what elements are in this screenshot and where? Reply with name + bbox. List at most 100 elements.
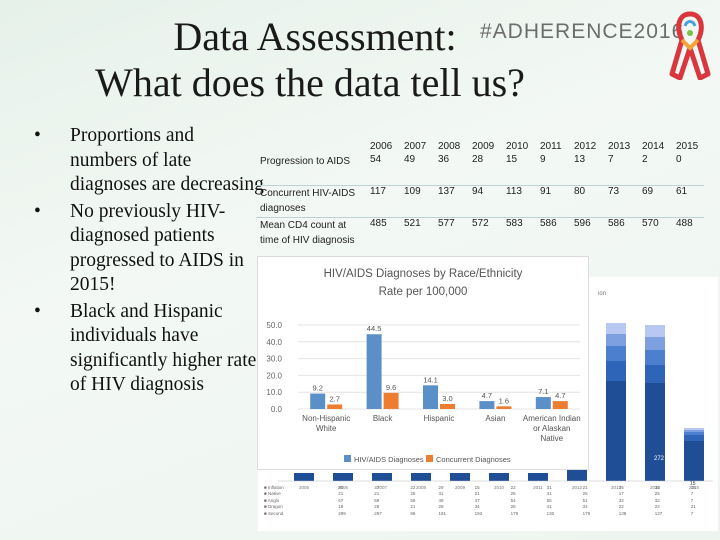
table-cell: 572 <box>466 217 500 248</box>
table-cell: 30 <box>338 484 344 490</box>
x-tick-label: or Alaskan <box>533 424 570 433</box>
bg-bar-segment <box>294 473 314 481</box>
bg-x-tick: 2012 <box>572 485 583 490</box>
table-cell: 47 <box>474 497 480 503</box>
table-row: ■ Inflation 30 37 22 29 15 22 31 21 35 35 15 <box>262 484 717 491</box>
bar-value-label: 44.5 <box>367 324 382 333</box>
table-cell: 25 <box>654 491 660 497</box>
table-cell: 586 <box>534 217 568 248</box>
table-cell: 28 <box>438 504 444 510</box>
chart-subtitle: Rate per 100,000 <box>379 286 468 298</box>
bg-x-tick: 2005 <box>299 485 310 490</box>
table-cell: 178 <box>582 510 591 516</box>
bg-x-tick: 2011 <box>533 485 543 490</box>
bar-concurrent <box>496 406 512 409</box>
y-tick-label: 50.0 <box>266 321 282 330</box>
bar-hiv <box>479 401 495 409</box>
bg-bar-segment <box>606 381 626 481</box>
bar-concurrent <box>327 404 343 409</box>
bar-value-label: 9.2 <box>312 384 322 393</box>
y-tick-label: 10.0 <box>266 388 282 397</box>
table-cell: 7 <box>690 510 694 516</box>
table-cell: 49 <box>438 497 444 503</box>
bg-x-tick: 2015 <box>689 485 700 490</box>
row-label: Progression to AIDS <box>260 156 351 167</box>
bar-hiv <box>423 385 438 409</box>
table-cell: 130 <box>546 510 555 516</box>
table-cell: 577 <box>432 217 466 248</box>
bg-bar-segment <box>645 350 665 365</box>
bar-value-label: 1.6 <box>499 396 509 405</box>
legend-swatch-concurrent <box>426 455 433 462</box>
table-cell: 117 <box>364 185 398 218</box>
table-cell: ■ Dragon <box>264 504 283 510</box>
awareness-ribbon-icon <box>669 11 711 80</box>
table-cell: 58 <box>374 497 380 503</box>
svg-text:ion: ion <box>598 291 606 297</box>
bar-concurrent <box>552 401 568 409</box>
bar-value-label: 2.7 <box>329 394 339 403</box>
table-cell: 2008 36 <box>438 141 461 165</box>
table-cell: 35 <box>618 484 624 490</box>
hashtag-label: #ADHERENCE2016 <box>480 20 685 43</box>
y-tick-label: 30.0 <box>266 355 282 364</box>
y-tick-label: 0.0 <box>271 405 283 414</box>
legend-swatch-hiv <box>344 455 351 462</box>
table-cell: 2015 0 <box>676 141 699 165</box>
table-row: Progression to AIDS 2006 54 2007 49 2008 36… <box>256 138 704 186</box>
table-cell: 586 <box>602 217 636 248</box>
x-tick-label: Native <box>540 434 563 443</box>
bg-bar-segment <box>684 432 704 435</box>
x-tick-label: Non-Hispanic <box>302 414 350 423</box>
race-ethnicity-chart: HIV/AIDS Diagnoses by Race/Ethnicity Rat… <box>258 257 588 469</box>
table-cell: 91 <box>534 185 568 218</box>
table-cell: 22 <box>510 484 516 490</box>
table-cell: 51 <box>582 497 588 503</box>
table-cell: 41 <box>546 491 552 497</box>
table-cell: 7 <box>690 497 694 503</box>
table-cell: ■ Anglo <box>264 497 280 503</box>
table-row: ■ Anglo 67 58 56 49 47 54 55 51 32 32 7 <box>262 497 717 504</box>
bullet-item: Black and Hispanic individuals have sign… <box>30 300 265 398</box>
table-cell: 299 <box>338 510 346 516</box>
table-cell: 2010 15 <box>506 141 529 165</box>
bg-bar-segment <box>645 337 665 350</box>
bar-value-label: 14.1 <box>423 375 438 384</box>
table-cell: 2014 2 <box>642 141 665 165</box>
bar-hiv <box>310 393 326 409</box>
bar-concurrent <box>440 403 455 409</box>
table-cell: 2012 13 <box>574 141 597 165</box>
y-tick-label: 40.0 <box>266 338 282 347</box>
table-cell: 485 <box>364 217 398 248</box>
legend-label-concurrent: Concurrent Diagnoses <box>436 455 511 464</box>
x-tick-label: White <box>316 424 337 433</box>
table-cell: 193 <box>474 510 483 516</box>
table-cell: 109 <box>398 185 432 218</box>
chart-title: HIV/AIDS Diagnoses by Race/Ethnicity <box>324 268 523 280</box>
table-cell: 54 <box>510 497 516 503</box>
table-cell: 61 <box>670 185 704 218</box>
table-cell: 570 <box>636 217 670 248</box>
bg-bar-segment <box>372 473 392 481</box>
bullet-item: Proportions and numbers of late diagnose… <box>30 124 265 198</box>
table-cell: ■ Native <box>264 491 281 497</box>
bg-x-tick: 2013 <box>611 485 622 490</box>
bg-bar-segment <box>684 430 704 432</box>
table-cell: 25 <box>582 491 588 497</box>
bg-bar-segment <box>645 365 665 383</box>
table-cell: 7 <box>690 491 694 497</box>
bg-bar-segment <box>606 334 626 346</box>
table-cell: 2007 49 <box>404 141 427 165</box>
table-cell: ■ Inflation <box>264 484 284 490</box>
table-cell: 32 <box>654 497 660 503</box>
chart-legend: HIV/AIDS Diagnoses Concurrent Diagnoses <box>344 455 511 464</box>
bg-bar-segment <box>684 435 704 441</box>
table-cell: 596 <box>568 217 602 248</box>
background-table: ■ Inflation 30 37 22 29 15 22 31 21 35 35 15 ■ Nativ… <box>262 484 717 517</box>
x-tick-label: Asian <box>485 414 505 423</box>
row-label: Mean CD4 count at time of HIV diagnosis <box>256 217 364 248</box>
table-row: ■ Dragon 18 28 21 28 34 26 41 34 22 22 21 <box>262 504 717 511</box>
table-cell: 73 <box>602 185 636 218</box>
table-cell: 15 <box>474 484 480 490</box>
bullet-item: No previously HIV-diagnosed patients pro… <box>30 200 265 298</box>
